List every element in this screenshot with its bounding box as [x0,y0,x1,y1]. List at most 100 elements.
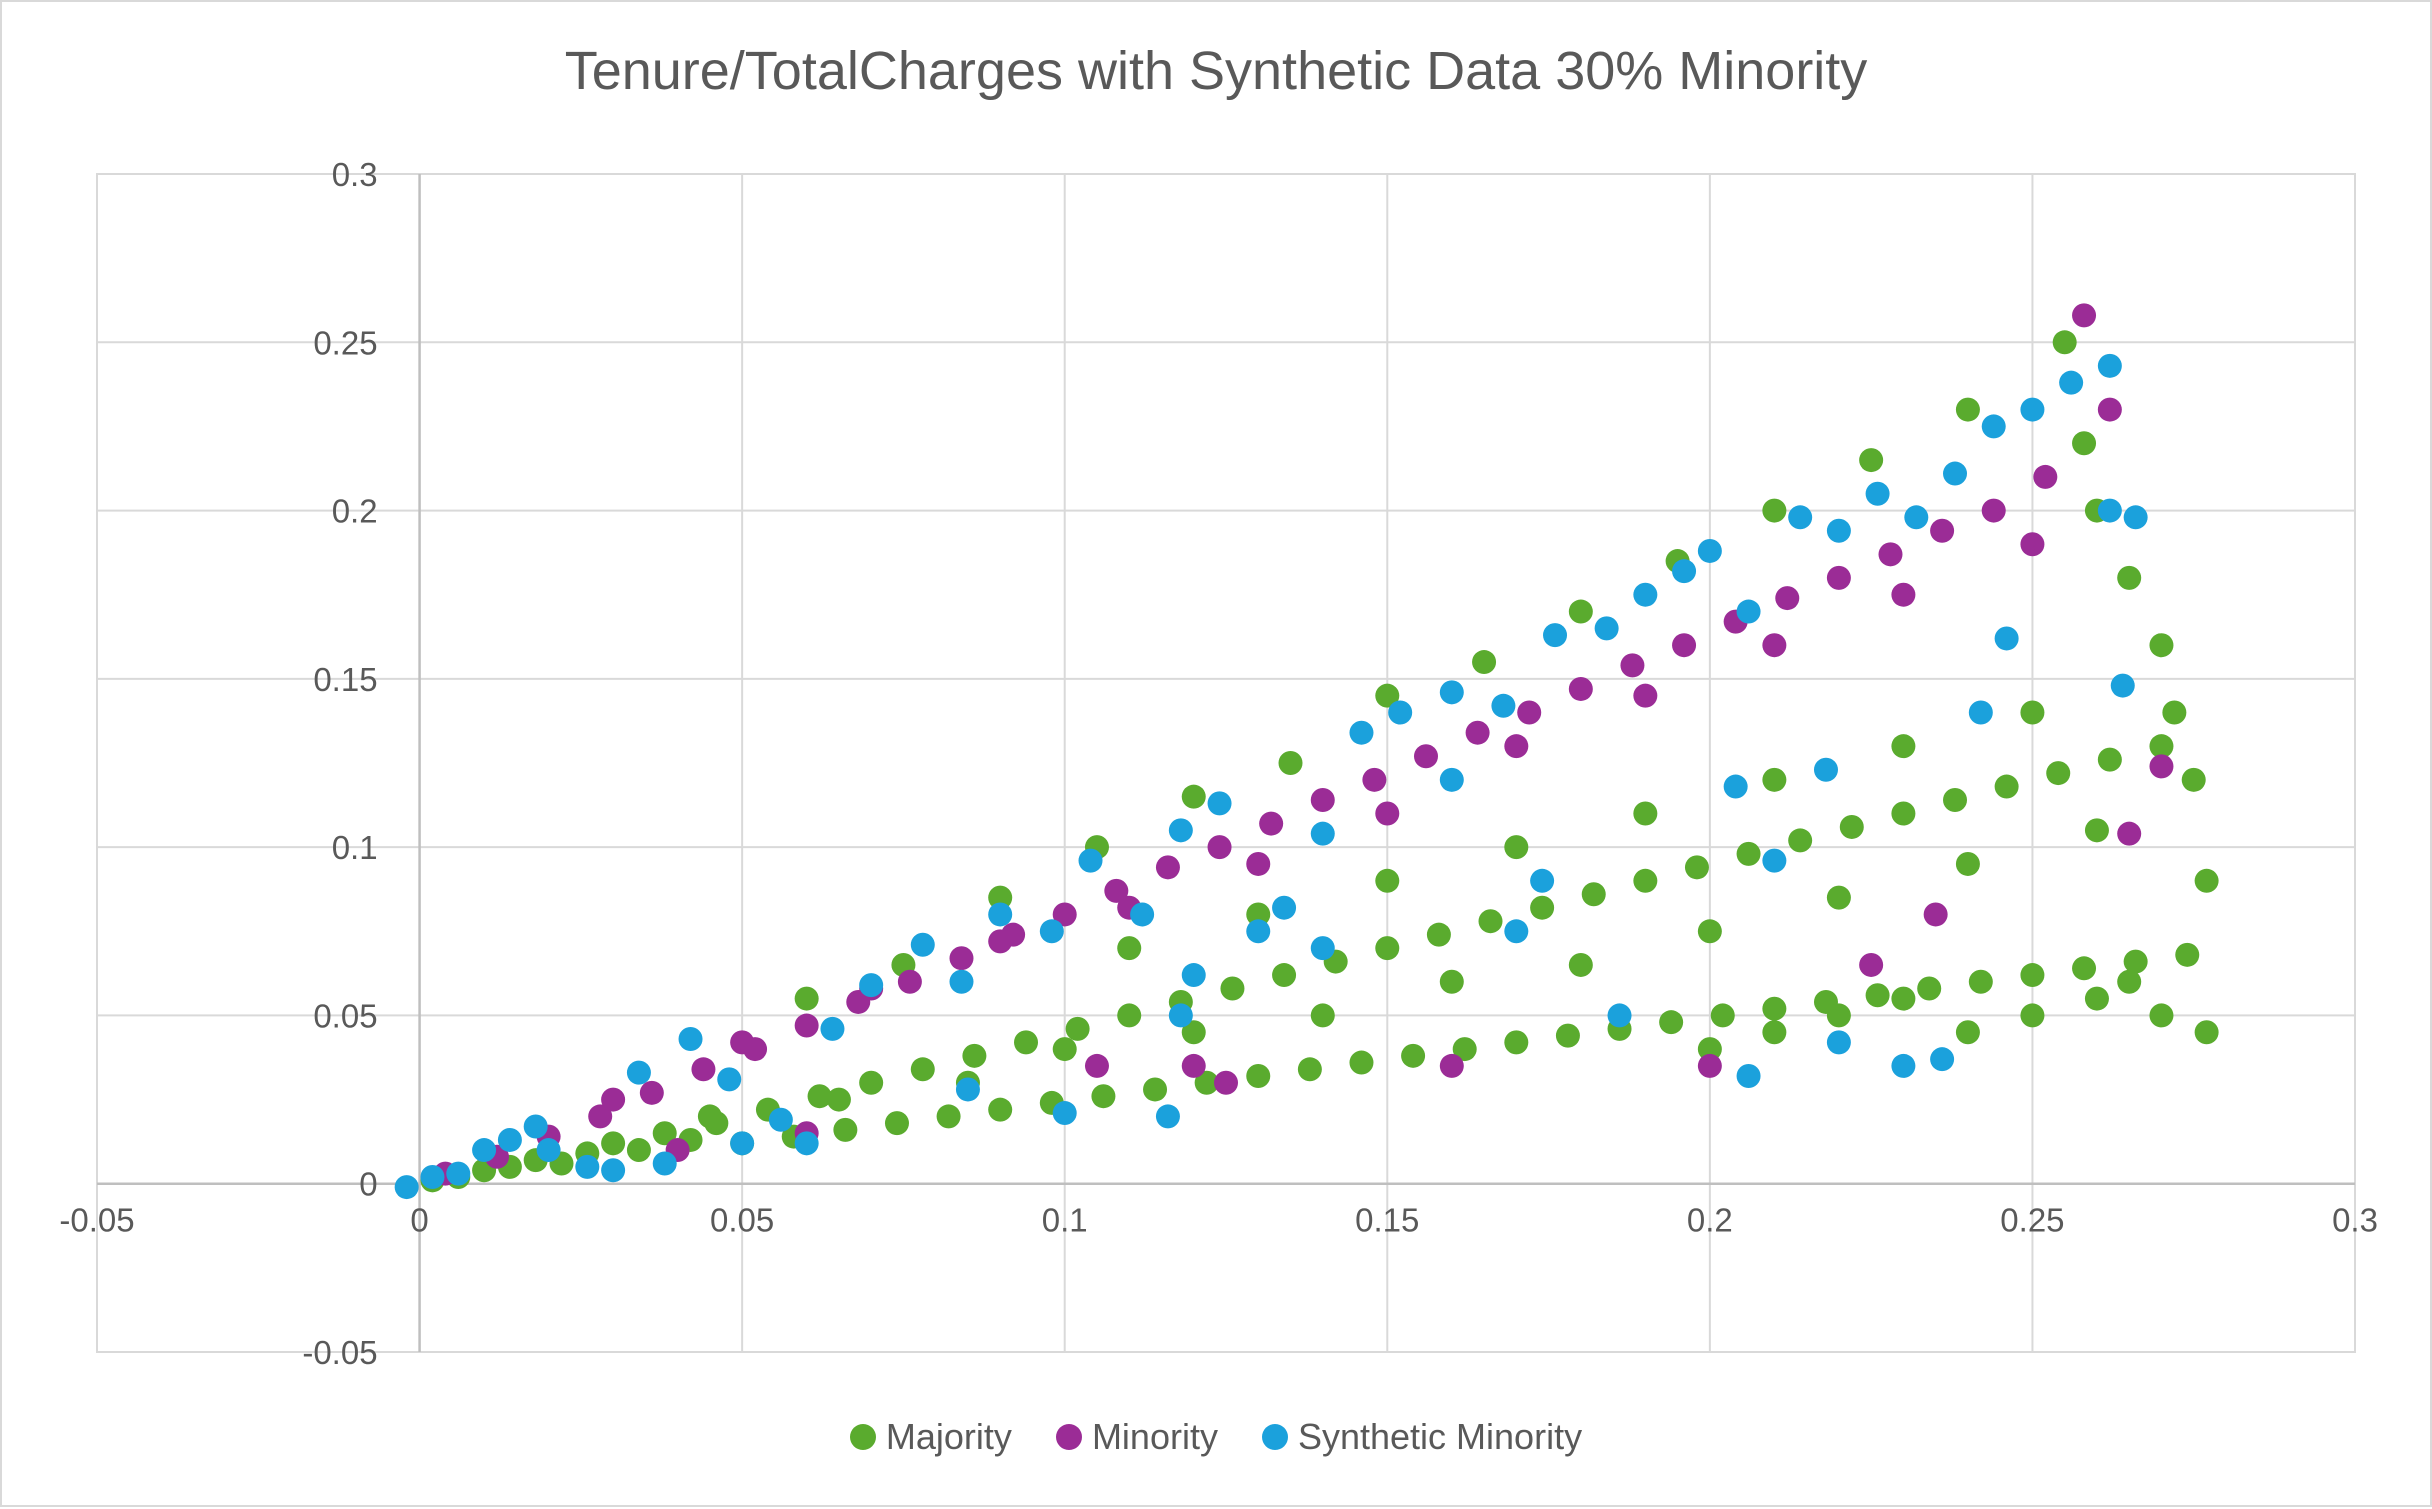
data-point [1955,397,1980,422]
legend-swatch-majority [849,1424,876,1450]
data-point [1194,1070,1219,1095]
data-point [1826,1030,1851,1055]
data-point [1555,1023,1580,1048]
data-point [2084,818,2109,843]
data-point [1568,599,1593,624]
data-point [1775,586,1800,611]
data-point [1530,895,1555,920]
x-tick-label: 0.3 [2332,1202,2378,1239]
data-point [1943,461,1968,486]
x-tick-label: 0.05 [710,1202,774,1239]
data-point [1710,1003,1735,1028]
data-point [1375,801,1400,826]
data-point [1084,1053,1109,1078]
data-point [1697,1053,1722,1078]
data-point [2097,498,2122,523]
legend-label-synthetic-minority: Synthetic Minority [1297,1416,1583,1457]
data-point [1762,848,1787,873]
data-point [626,1060,651,1085]
data-point [2097,397,2122,422]
data-point [1736,599,1761,624]
data-point [691,1057,716,1082]
data-point [910,932,935,957]
data-point [1736,841,1761,866]
data-point [1517,700,1542,725]
data-point [2020,1003,2045,1028]
data-point [1504,734,1529,759]
data-point [1452,1037,1477,1062]
data-point [1130,902,1155,927]
data-point [794,1131,819,1156]
data-point [601,1087,626,1112]
data-point [2181,767,2206,792]
data-point [1723,774,1748,799]
y-tick-label: 0.25 [313,324,377,361]
data-point [962,1043,987,1068]
series-majority [420,330,2219,1193]
data-point [717,1067,742,1092]
data-point [652,1121,677,1146]
data-point [1762,633,1787,658]
data-point [1865,983,1890,1008]
legend-entry-synthetic-minority: Synthetic Minority [1261,1416,1583,1458]
data-point [884,1111,909,1136]
data-point [1930,1047,1955,1072]
data-point [394,1175,419,1200]
data-point [1181,1020,1206,1045]
x-tick-label: 0.1 [1042,1202,1088,1239]
data-point [2110,673,2135,698]
data-point [1207,835,1232,860]
data-point [1155,1104,1180,1129]
data-point [1181,963,1206,988]
data-point [1413,744,1438,769]
data-point [2149,633,2174,658]
data-point [1439,767,1464,792]
data-point [588,1104,613,1129]
data-point [420,1164,445,1189]
data-point [1891,582,1916,607]
y-tick-label: 0.05 [313,997,377,1034]
data-point [1272,895,1297,920]
data-point [1349,720,1374,745]
data-point [1788,828,1813,853]
data-point [1168,1003,1193,1028]
data-point [1181,1053,1206,1078]
y-tick-label: 0.3 [332,156,378,193]
data-point [988,885,1013,910]
data-point [1620,653,1645,678]
data-point [1168,818,1193,843]
data-point [1994,774,2019,799]
data-point [1826,885,1851,910]
x-tick-label: 0 [410,1202,428,1239]
data-point [1633,683,1658,708]
data-point [2117,565,2142,590]
data-point [1607,1003,1632,1028]
data-point [2072,956,2097,981]
data-point [1117,936,1142,961]
data-point [1465,720,1490,745]
data-point [2123,505,2148,530]
legend-entry-majority: Majority [849,1416,1012,1458]
data-point [1091,1084,1116,1109]
data-point [768,1107,793,1132]
chart-title: Tenure/TotalCharges with Synthetic Data … [564,41,1868,101]
data-point [1904,505,1929,530]
data-point [1014,1030,1039,1055]
data-point [1375,936,1400,961]
data-point [1943,788,1968,813]
data-point [1052,1037,1077,1062]
data-point [1310,936,1335,961]
data-point [859,973,884,998]
data-point [1478,909,1503,934]
data-point [1762,498,1787,523]
data-point [2175,942,2200,967]
data-point [575,1154,600,1179]
legend-label-minority: Minority [1091,1416,1218,1457]
data-point [446,1161,471,1186]
data-points [394,303,2219,1200]
data-point [1504,835,1529,860]
data-point [2149,734,2174,759]
data-point [1633,868,1658,893]
data-point [859,1070,884,1095]
